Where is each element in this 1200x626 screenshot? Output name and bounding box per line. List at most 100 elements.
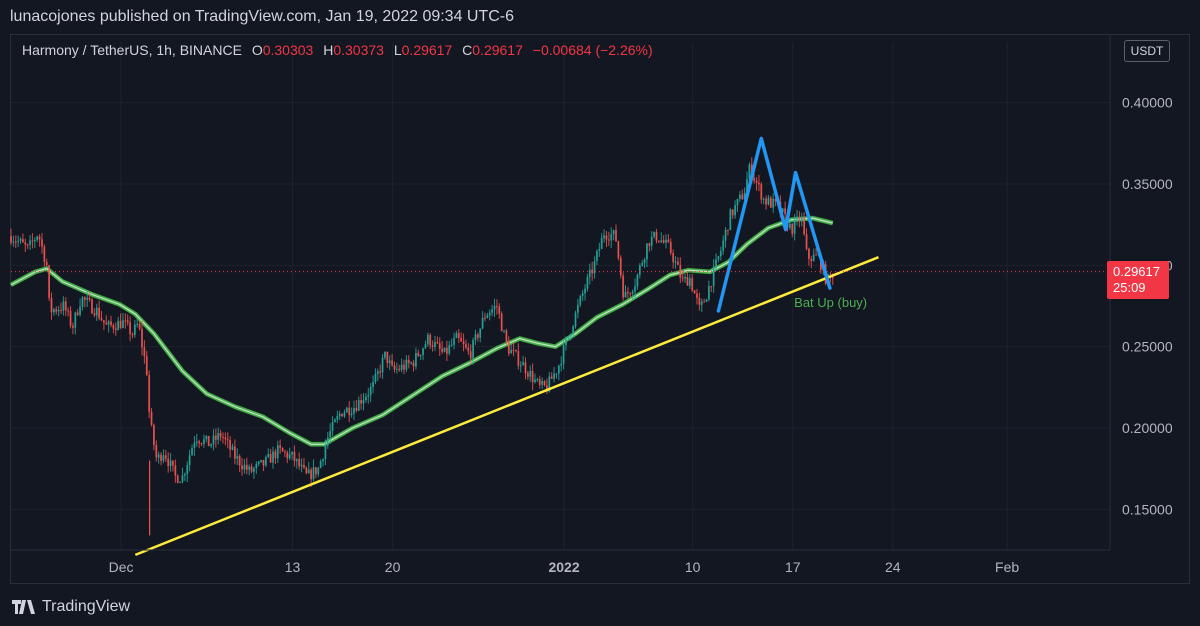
candle-body <box>515 350 517 352</box>
candle-body <box>343 412 346 417</box>
candle-body <box>379 371 382 373</box>
candle-body <box>24 242 27 245</box>
close-label: C <box>462 42 473 58</box>
candle-body <box>107 321 110 325</box>
chart-frame[interactable] <box>10 34 1190 584</box>
candle <box>229 436 232 458</box>
candle <box>338 410 341 421</box>
candle <box>12 235 15 247</box>
candle-body <box>519 365 522 367</box>
candle <box>174 459 177 483</box>
candle-body <box>712 266 715 287</box>
candle-body <box>443 347 446 352</box>
candle <box>810 255 813 268</box>
candle <box>767 194 770 206</box>
candle <box>14 235 17 249</box>
candle-body <box>619 257 622 276</box>
candle-body <box>55 309 58 312</box>
candle-body <box>214 435 217 440</box>
candle <box>293 445 296 467</box>
candle <box>319 459 322 469</box>
candle <box>765 195 767 210</box>
candle <box>805 228 808 251</box>
candle <box>298 452 301 470</box>
candle <box>557 364 560 381</box>
candle <box>169 453 172 472</box>
candle <box>81 296 84 311</box>
candle <box>88 291 91 302</box>
candle <box>500 311 503 332</box>
candle-body <box>681 277 684 279</box>
candle <box>684 274 686 283</box>
candle-body <box>760 184 763 200</box>
candle <box>395 362 398 374</box>
candle-body <box>250 466 253 472</box>
candle-body <box>22 239 24 243</box>
candle <box>641 259 644 268</box>
drawings[interactable]: Bat Up (buy) <box>11 136 1110 557</box>
candle <box>629 292 632 298</box>
candle-body <box>157 454 160 458</box>
candle <box>743 187 746 200</box>
candle-body <box>350 413 353 416</box>
candle-body <box>60 309 62 311</box>
candle-body <box>117 320 120 331</box>
candle <box>758 174 760 192</box>
candle <box>769 195 772 208</box>
currency-button[interactable]: USDT <box>1124 40 1170 62</box>
candle <box>681 270 684 282</box>
candle-body <box>281 448 284 452</box>
candle <box>662 235 665 244</box>
candle-body <box>338 413 341 417</box>
candle-body <box>48 265 51 298</box>
candle <box>214 428 217 448</box>
candle-body <box>688 278 691 286</box>
candle-body <box>141 328 143 348</box>
candle-body <box>548 376 551 392</box>
candle-body <box>412 362 415 367</box>
candle-body <box>179 481 182 483</box>
candle-body <box>183 474 186 476</box>
candle-body <box>253 468 255 472</box>
candle-body <box>136 323 139 325</box>
candle-body <box>407 359 410 364</box>
candle <box>188 449 191 472</box>
candle-body <box>29 240 31 245</box>
candle <box>631 289 634 300</box>
candle-body <box>748 164 751 180</box>
candle-body <box>698 298 701 305</box>
open-label: O <box>251 42 263 58</box>
x-tick-label: 2022 <box>548 559 579 575</box>
candle-body <box>98 307 101 319</box>
candle-body <box>372 381 374 388</box>
candle <box>655 228 658 244</box>
candle-body <box>148 374 151 412</box>
candle-body <box>603 235 605 239</box>
candle-body <box>233 446 236 459</box>
candle-body <box>526 373 529 377</box>
candle-body <box>510 349 513 354</box>
candle-body <box>500 313 503 332</box>
candle-body <box>384 351 386 358</box>
candle-body <box>284 451 286 453</box>
candle <box>724 227 727 248</box>
candle <box>210 443 212 449</box>
candle-body <box>341 413 343 417</box>
candle <box>381 354 384 379</box>
candle <box>148 370 151 419</box>
symbol-label: Harmony / TetherUS, 1h, BINANCE <box>22 42 242 58</box>
brand-name: TradingView <box>42 598 131 615</box>
candle-body <box>538 379 541 385</box>
tradingview-logo[interactable]: TradingView <box>12 598 130 616</box>
candle-body <box>805 234 808 249</box>
candle-body <box>746 179 748 193</box>
candle <box>331 416 334 436</box>
candle-body <box>41 239 43 247</box>
candle-body <box>210 444 212 447</box>
candle <box>284 449 286 458</box>
candle-body <box>172 460 174 466</box>
candle <box>183 472 186 481</box>
candle <box>407 355 410 369</box>
candle-body <box>93 313 96 316</box>
